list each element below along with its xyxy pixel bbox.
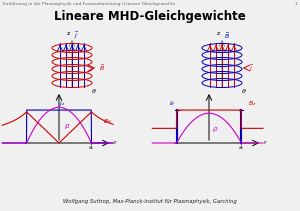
Text: $B_z$: $B_z$ (248, 99, 256, 108)
Text: $\rho$: $\rho$ (64, 122, 70, 131)
Text: r: r (263, 141, 266, 146)
Text: Wolfgang Suttrop, Max-Planck-Institut für Plasmaphysik, Garching: Wolfgang Suttrop, Max-Planck-Institut fü… (63, 199, 237, 204)
Text: 1: 1 (294, 2, 297, 6)
Text: Einführung in die Plasmaphysik und Fusionsforschung I: Einführung in die Plasmaphysik und Fusio… (3, 2, 123, 6)
Text: r: r (113, 141, 116, 146)
Text: $j_z$: $j_z$ (58, 99, 65, 108)
Text: $\rho$: $\rho$ (212, 125, 219, 134)
Text: z: z (217, 31, 220, 36)
Text: Lineare MHD-Gleichgewichte: Lineare MHD-Gleichgewichte (54, 10, 246, 23)
Text: $\vec{j}$: $\vec{j}$ (74, 30, 79, 41)
Text: $\vartheta$: $\vartheta$ (241, 87, 247, 95)
Text: z: z (67, 31, 70, 36)
Text: $\vec{B}$: $\vec{B}$ (99, 63, 105, 73)
Text: $\vec{B}$: $\vec{B}$ (224, 31, 230, 41)
Text: a: a (89, 145, 93, 150)
Text: Lineare Gleichgewichte: Lineare Gleichgewichte (124, 2, 176, 6)
Text: a: a (239, 145, 243, 150)
Text: $B_\vartheta$: $B_\vartheta$ (103, 117, 112, 126)
Text: $I_\vartheta$: $I_\vartheta$ (169, 99, 176, 108)
Text: $\vartheta$: $\vartheta$ (91, 87, 97, 95)
Text: $\vec{j}$: $\vec{j}$ (249, 62, 254, 74)
